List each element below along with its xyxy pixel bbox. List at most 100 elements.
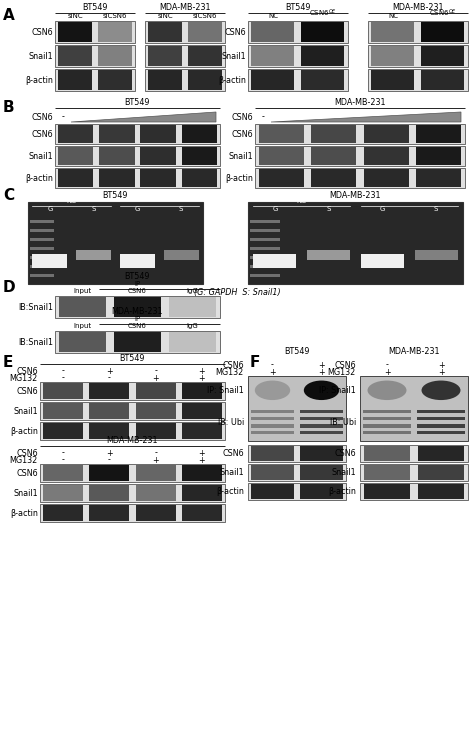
Polygon shape [148, 22, 182, 42]
Polygon shape [251, 446, 293, 461]
Polygon shape [372, 46, 414, 66]
FancyBboxPatch shape [250, 229, 280, 231]
Text: CSN6: CSN6 [222, 360, 244, 369]
Text: +: + [199, 455, 205, 464]
Polygon shape [99, 125, 135, 143]
Polygon shape [140, 125, 176, 143]
Polygon shape [372, 22, 414, 42]
Text: CSN6$^{OE}$: CSN6$^{OE}$ [395, 192, 423, 204]
Polygon shape [251, 483, 293, 499]
Text: NC: NC [388, 13, 398, 19]
Text: A: A [3, 8, 15, 23]
Text: CSN6: CSN6 [17, 469, 38, 478]
Polygon shape [364, 483, 410, 499]
Polygon shape [98, 46, 132, 66]
FancyBboxPatch shape [30, 238, 54, 240]
Polygon shape [301, 446, 343, 461]
Text: CSN6$^{OE}$: CSN6$^{OE}$ [429, 7, 457, 19]
Text: CSN6: CSN6 [231, 130, 253, 139]
Text: F: F [250, 355, 260, 370]
FancyBboxPatch shape [40, 504, 225, 522]
Polygon shape [416, 125, 461, 143]
Text: BT549: BT549 [82, 3, 108, 12]
Text: +: + [438, 360, 444, 369]
FancyBboxPatch shape [250, 220, 280, 223]
Polygon shape [114, 332, 161, 352]
FancyBboxPatch shape [307, 250, 350, 260]
Text: MDA-MB-231: MDA-MB-231 [330, 191, 381, 200]
Polygon shape [136, 485, 175, 501]
FancyBboxPatch shape [40, 382, 225, 400]
FancyBboxPatch shape [368, 45, 468, 67]
Text: CSN6: CSN6 [224, 27, 246, 37]
FancyBboxPatch shape [417, 417, 465, 420]
Polygon shape [182, 403, 222, 419]
Text: +: + [152, 455, 159, 464]
Polygon shape [43, 383, 83, 399]
Polygon shape [188, 22, 222, 42]
FancyBboxPatch shape [255, 146, 465, 166]
Polygon shape [188, 70, 222, 90]
Text: +: + [269, 368, 276, 377]
Ellipse shape [304, 380, 339, 400]
Text: Snail1: Snail1 [331, 468, 356, 477]
Polygon shape [364, 446, 410, 461]
FancyBboxPatch shape [251, 417, 294, 420]
FancyBboxPatch shape [40, 402, 225, 420]
Polygon shape [58, 22, 92, 42]
FancyBboxPatch shape [251, 424, 294, 427]
Polygon shape [169, 332, 216, 352]
FancyBboxPatch shape [368, 21, 468, 43]
Polygon shape [58, 125, 93, 143]
Text: IP: Snail1: IP: Snail1 [207, 385, 244, 395]
Text: G: G [47, 206, 53, 212]
Text: -: - [262, 113, 264, 122]
FancyBboxPatch shape [55, 45, 135, 67]
Polygon shape [364, 169, 409, 187]
Polygon shape [90, 505, 129, 521]
FancyBboxPatch shape [30, 229, 54, 231]
Polygon shape [140, 147, 176, 165]
Text: β-actin: β-actin [10, 509, 38, 517]
Text: IB:Snail1: IB:Snail1 [18, 302, 53, 312]
Text: IP: Snail1: IP: Snail1 [319, 385, 356, 395]
Text: MDA-MB-231: MDA-MB-231 [392, 3, 444, 12]
Text: siNC: siNC [157, 13, 173, 19]
Text: β-actin: β-actin [328, 487, 356, 496]
Text: +: + [318, 360, 325, 369]
Polygon shape [98, 22, 132, 42]
Text: -: - [62, 366, 64, 375]
FancyBboxPatch shape [360, 376, 468, 441]
FancyBboxPatch shape [55, 124, 220, 144]
Text: NC: NC [67, 198, 77, 204]
FancyBboxPatch shape [55, 296, 220, 318]
Text: CSN6: CSN6 [334, 360, 356, 369]
Text: Snail1: Snail1 [28, 152, 53, 161]
Text: MDA-MB-231: MDA-MB-231 [334, 98, 386, 107]
Text: β-actin: β-actin [25, 75, 53, 85]
Text: -: - [62, 455, 64, 464]
Text: CSN6: CSN6 [334, 449, 356, 458]
Polygon shape [259, 125, 304, 143]
Polygon shape [364, 125, 409, 143]
Text: siCSN6: siCSN6 [103, 13, 127, 19]
FancyBboxPatch shape [55, 69, 135, 91]
Polygon shape [301, 70, 345, 90]
Polygon shape [43, 505, 83, 521]
FancyBboxPatch shape [363, 430, 411, 434]
Polygon shape [311, 125, 356, 143]
Text: NC: NC [297, 198, 307, 204]
Text: BT549: BT549 [125, 272, 150, 281]
FancyBboxPatch shape [30, 247, 54, 250]
Text: G: G [135, 206, 140, 212]
Polygon shape [58, 70, 92, 90]
FancyBboxPatch shape [55, 331, 220, 353]
Text: CSN6$^{OE}$: CSN6$^{OE}$ [309, 7, 337, 19]
FancyBboxPatch shape [248, 45, 348, 67]
Polygon shape [182, 169, 217, 187]
FancyBboxPatch shape [76, 250, 111, 260]
Text: Input: Input [73, 288, 91, 294]
Polygon shape [301, 22, 345, 42]
Polygon shape [252, 22, 294, 42]
FancyBboxPatch shape [248, 21, 348, 43]
